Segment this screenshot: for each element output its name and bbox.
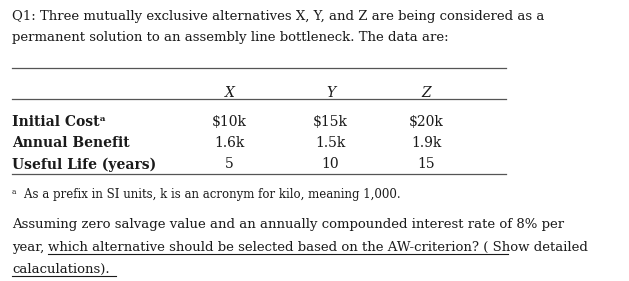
Text: calaculations).: calaculations). — [12, 263, 109, 276]
Text: Assuming zero salvage value and an annually compounded interest rate of 8% per: Assuming zero salvage value and an annua… — [12, 218, 564, 231]
Text: Useful Life (years): Useful Life (years) — [12, 157, 156, 172]
Text: $20k: $20k — [409, 115, 443, 130]
Text: 1.5k: 1.5k — [315, 136, 346, 150]
Text: X: X — [225, 86, 235, 100]
Text: $15k: $15k — [313, 115, 348, 130]
Text: which alternative should be selected based on the AW-criterion? ( Show detailed: which alternative should be selected bas… — [48, 241, 588, 254]
Text: Q1: Three mutually exclusive alternatives X, Y, and Z are being considered as a: Q1: Three mutually exclusive alternative… — [12, 10, 544, 23]
Text: Z: Z — [421, 86, 431, 100]
Text: $10k: $10k — [212, 115, 247, 130]
Text: Initial Costᵃ: Initial Costᵃ — [12, 115, 106, 130]
Text: 10: 10 — [322, 157, 340, 171]
Text: 1.9k: 1.9k — [411, 136, 442, 150]
Text: permanent solution to an assembly line bottleneck. The data are:: permanent solution to an assembly line b… — [12, 31, 448, 44]
Text: year,: year, — [12, 241, 48, 254]
Text: 5: 5 — [225, 157, 234, 171]
Text: 15: 15 — [417, 157, 435, 171]
Text: ᵃ  As a prefix in SI units, k is an acronym for kilo, meaning 1,000.: ᵃ As a prefix in SI units, k is an acron… — [12, 188, 401, 201]
Text: 1.6k: 1.6k — [214, 136, 245, 150]
Text: Y: Y — [326, 86, 335, 100]
Text: Annual Benefit: Annual Benefit — [12, 136, 130, 150]
